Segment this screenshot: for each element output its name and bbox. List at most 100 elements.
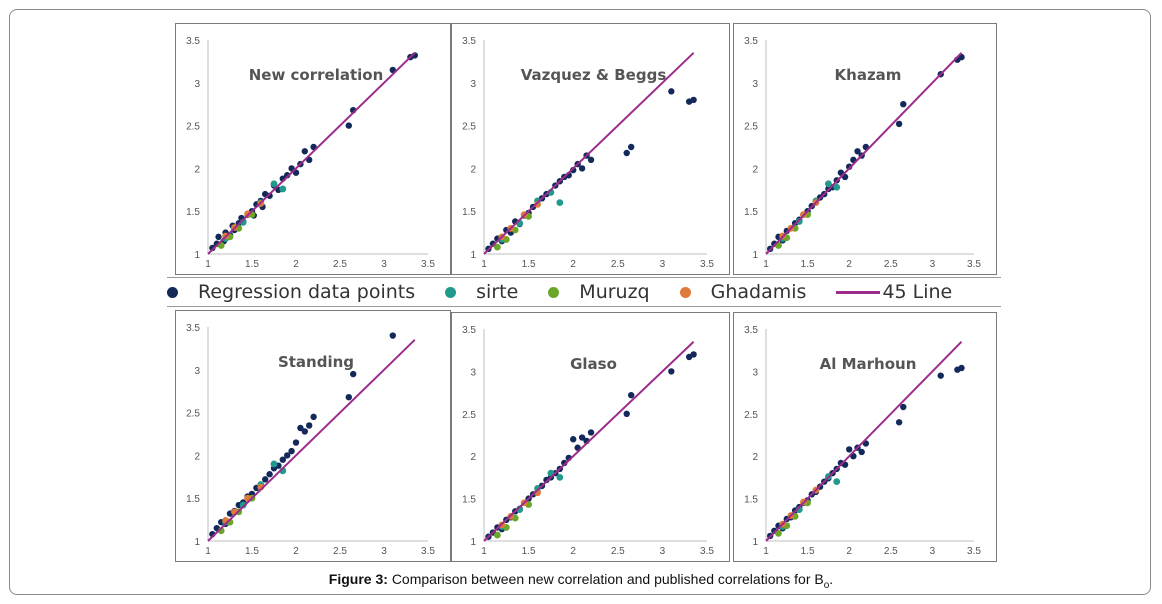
point-regression-data-points [301,428,308,435]
point-regression-data-points [900,101,907,108]
point-regression-data-points [937,372,944,379]
y-tick-label: 1.5 [186,207,200,218]
chart-title: Standing [278,353,354,371]
point-regression-data-points [345,393,352,401]
y-tick-label: 1.5 [462,495,476,506]
point-regression-data-points [578,434,586,441]
point-sirte [270,460,278,468]
legend-marker-45-line [836,290,881,294]
chart-title: Vazquez & Beggs [521,66,667,84]
point-regression-data-points [668,88,675,95]
y-tick-label: 2.5 [462,122,476,133]
y-tick-label: 2.5 [462,410,476,421]
y-tick-label: 3 [752,367,758,378]
point-regression-data-points [623,149,630,157]
x-tick-label: 1.5 [801,259,815,270]
x-tick-label: 3.5 [700,546,714,557]
x-tick-label: 3 [381,546,387,557]
chart-title: Al Marhoun [820,355,917,373]
point-muruzq [493,531,501,539]
point-regression-data-points [301,148,308,155]
chart-svg: 1 1.5 2 2.5 3 3.5 1 1.5 2 2.5 3 3.5 New correlation [186,36,435,270]
y-tick-label: 1 [194,537,200,548]
legend-marker-sirte [445,286,457,298]
legend-marker-regression [167,286,178,298]
legend-item-45-line: 45 Line [836,281,952,303]
x-tick-label: 1.5 [522,259,536,270]
y-tick-label: 1 [752,250,758,261]
y-tick-label: 1.5 [462,207,476,218]
x-tick-label: 1.5 [245,259,259,270]
chart-title: Khazam [835,66,902,84]
point-regression-data-points [570,436,577,443]
point-regression-data-points [627,143,635,151]
y-tick-label: 1 [752,537,758,548]
y-tick-label: 3 [194,366,200,377]
y-tick-label: 3.5 [186,323,200,334]
legend-label-sirte: sirte [476,281,519,303]
x-tick-label: 1 [763,259,769,270]
figure-caption: Figure 3: Comparison between new correla… [0,571,1162,591]
point-regression-data-points [623,410,630,417]
point-sirte [239,501,247,509]
point-ghadamis [244,210,251,218]
x-tick-label: 3 [660,546,666,557]
point-regression-data-points [350,370,357,378]
point-sirte [825,180,832,188]
y-tick-label: 1.5 [744,207,758,218]
y-tick-label: 1.5 [744,495,758,506]
x-tick-label: 2.5 [611,259,625,270]
point-regression-data-points [690,96,697,104]
point-regression-data-points [284,452,291,459]
x-tick-label: 2 [293,259,299,270]
point-regression-data-points [895,419,903,426]
point-regression-data-points [215,233,222,241]
reference-line-45 [765,52,963,255]
y-tick-label: 1.5 [186,494,200,505]
y-tick-label: 2.5 [186,409,200,420]
x-tick-label: 2 [846,259,852,270]
y-tick-label: 2 [194,164,200,175]
point-regression-data-points [310,413,317,421]
x-tick-label: 3.5 [700,259,714,270]
figure-frame [9,9,1151,595]
y-tick-label: 1 [470,537,476,548]
point-regression-data-points [587,429,595,436]
point-sirte [556,474,564,481]
x-tick-label: 3 [381,259,387,270]
point-muruzq [493,243,501,251]
x-tick-label: 2 [293,546,299,557]
chart-panel-al-marhoun: 1 1.5 2 2.5 3 3.5 1 1.5 2 2.5 3 3.5 Al Marhoun [733,312,997,562]
chart-title: Glaso [570,355,617,373]
legend-label-45-line: 45 Line [882,281,953,303]
x-tick-label: 2.5 [333,546,347,557]
x-tick-label: 1 [205,259,211,270]
x-tick-label: 1.5 [801,546,815,557]
x-tick-label: 3.5 [967,546,981,557]
caption-suffix: . [829,571,834,587]
x-tick-label: 1 [481,259,487,270]
y-tick-label: 2.5 [744,410,758,421]
point-regression-data-points [668,368,675,375]
x-tick-label: 2.5 [611,546,625,557]
point-regression-data-points [846,163,853,170]
x-tick-label: 3 [930,259,936,270]
point-regression-data-points [279,456,286,463]
x-tick-label: 2 [570,259,576,270]
y-tick-label: 3.5 [186,36,200,47]
x-tick-label: 2 [570,546,576,557]
y-tick-label: 1 [470,250,476,261]
caption-label: Figure 3: [328,571,388,587]
x-tick-label: 1 [205,546,211,557]
point-regression-data-points [587,156,595,164]
y-tick-label: 2 [470,164,476,175]
point-sirte [556,199,564,207]
y-tick-label: 3.5 [744,36,758,47]
y-tick-label: 3.5 [462,325,476,336]
point-sirte [833,478,841,486]
point-regression-data-points [854,148,861,155]
point-regression-data-points [288,447,295,455]
y-tick-label: 3.5 [462,36,476,47]
point-muruzq [775,529,782,537]
y-tick-label: 2 [752,164,758,175]
